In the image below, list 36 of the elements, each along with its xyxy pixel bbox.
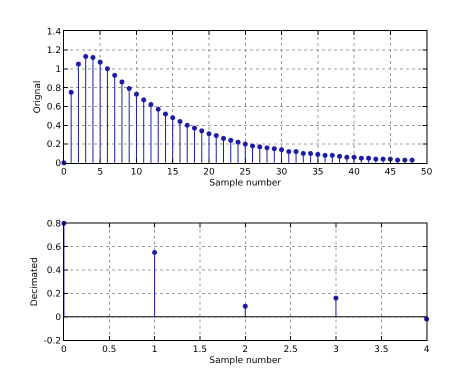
y-axis-title: Decimated [30,257,40,306]
x-tick-label: 50 [420,168,433,178]
x-axis-title: Sample number [209,356,282,366]
x-tick-label: 3 [333,344,339,355]
x-tick-label: 3.5 [374,344,388,355]
x-tick-label: 40 [348,168,360,178]
y-tick-label: 1.2 [46,46,62,56]
y-tick-label: 0.2 [46,140,62,150]
y-axis-title: Orignal [33,80,44,114]
y-tick-label: 0.2 [46,290,62,300]
x-tick-label: 10 [130,168,142,178]
x-tick-label: 45 [384,168,396,178]
y-tick-label: 0.8 [46,84,62,94]
y-tick-label: 0 [55,312,62,323]
y-tick-label: 0.4 [46,121,62,132]
x-tick-label: 2.5 [283,344,298,355]
x-tick-label: 1.5 [192,344,208,355]
y-tick-label: 0 [55,159,62,170]
y-tick-label: 0.8 [46,219,62,230]
x-tick-label: 0.5 [102,344,116,355]
y-tick-label: 0.6 [46,242,62,253]
x-tick-label: 2 [242,344,248,355]
x-tick-label: 30 [276,168,288,178]
y-tick-label: 0.6 [46,102,62,113]
x-tick-label: 20 [203,168,215,178]
y-tick-label: -0.2 [44,336,62,346]
y-tick-label: 0.4 [46,266,62,276]
x-tick-label: 5 [97,168,104,178]
x-tick-label: 4 [424,344,430,355]
x-tick-label: 1 [152,344,158,355]
x-tick-label: 25 [240,168,251,178]
x-axis-title: Sample number [209,178,282,189]
x-tick-label: 15 [167,168,178,178]
y-tick-label: 1 [55,64,62,75]
x-tick-label: 35 [312,168,324,178]
y-tick-label: 1.4 [46,27,62,38]
